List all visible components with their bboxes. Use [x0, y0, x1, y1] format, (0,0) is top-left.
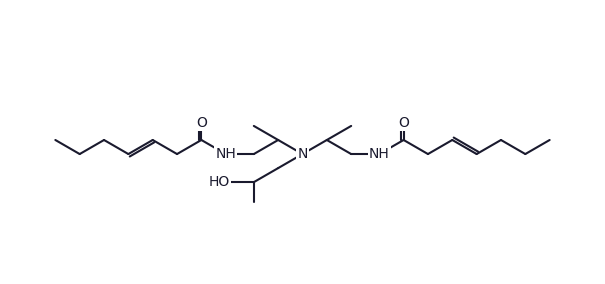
- Text: O: O: [398, 116, 409, 130]
- Text: O: O: [196, 116, 207, 130]
- Text: NH: NH: [215, 147, 236, 161]
- Text: N: N: [297, 147, 308, 161]
- Text: HO: HO: [209, 175, 230, 189]
- Text: NH: NH: [369, 147, 390, 161]
